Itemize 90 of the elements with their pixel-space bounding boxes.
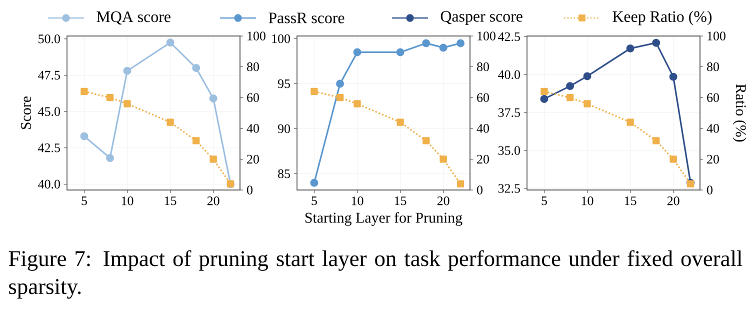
- x-tick-label: 10: [582, 196, 594, 206]
- point: [354, 100, 361, 108]
- y2-tick-label: 20: [477, 154, 489, 164]
- x-tick-label: 10: [352, 196, 364, 206]
- y-tick-label: 40.0: [498, 70, 520, 80]
- point: [336, 94, 344, 102]
- legend-label: Keep Ratio (%): [612, 10, 712, 26]
- y2-tick-label: 20: [247, 154, 259, 164]
- x-tick-label: 5: [312, 196, 317, 206]
- point: [310, 178, 318, 187]
- y2-tick-label: 0: [477, 186, 482, 194]
- point: [669, 72, 678, 81]
- y2-axis-title: Ratio (%): [732, 84, 746, 142]
- y-tick-label: 100: [272, 34, 290, 44]
- y-tick-label: 50.0: [38, 34, 60, 44]
- point: [670, 156, 677, 163]
- point: [123, 66, 132, 75]
- x-tick-label: 10: [122, 196, 134, 206]
- point: [422, 39, 430, 48]
- point: [80, 132, 88, 140]
- y2-tick-label: 80: [707, 62, 719, 72]
- legend-label: MQA score: [96, 11, 170, 25]
- point: [192, 137, 200, 144]
- x-tick-label: 15: [394, 196, 406, 206]
- point: [396, 118, 404, 126]
- point: [336, 80, 344, 88]
- y2-tick-label: 20: [707, 154, 719, 164]
- point: [439, 44, 448, 52]
- y-tick-label: 90: [278, 124, 290, 134]
- point: [540, 94, 548, 103]
- y-tick-label: 45.0: [38, 107, 60, 116]
- x-tick-label: 5: [542, 196, 547, 206]
- y-tick-label: 35.0: [498, 146, 520, 155]
- y-tick-label: 40.0: [38, 180, 60, 189]
- point: [583, 72, 592, 80]
- point: [456, 180, 464, 188]
- point: [192, 64, 200, 72]
- y2-tick-label: 60: [247, 93, 259, 102]
- y-axis-title: Score: [20, 96, 31, 130]
- y2-tick-label: 0: [707, 186, 712, 194]
- y2-tick-label: 0: [247, 186, 252, 194]
- y2-tick-label: 40: [246, 124, 259, 133]
- point: [626, 118, 634, 126]
- x-axis-title: Starting Layer for Pruning: [305, 212, 462, 226]
- y-tick-label: 37.5: [498, 108, 520, 118]
- point: [166, 118, 174, 126]
- point: [106, 94, 114, 102]
- point: [440, 156, 447, 163]
- y2-tick-label: 60: [707, 93, 719, 102]
- point: [166, 38, 174, 47]
- point: [584, 100, 591, 108]
- y2-tick-label: 40: [706, 124, 719, 133]
- point: [626, 44, 634, 52]
- x-tick-label: 20: [667, 196, 680, 206]
- y2-tick-label: 80: [477, 62, 489, 72]
- y2-tick-label: 100: [478, 32, 496, 40]
- x-tick-label: 20: [437, 196, 450, 206]
- x-tick-label: 5: [82, 196, 87, 206]
- point: [124, 100, 131, 108]
- y2-tick-label: 100: [708, 32, 726, 40]
- legend-label: PassR score: [268, 12, 344, 24]
- point: [422, 137, 430, 144]
- y2-tick-label: 40: [476, 124, 489, 133]
- y2-tick-label: 80: [247, 62, 259, 72]
- x-tick-label: 15: [164, 196, 176, 206]
- point: [396, 48, 404, 56]
- y-tick-label: 95: [278, 79, 290, 88]
- caption: Figure 7: Impact of pruning start layer on task performance under fixed overall sparsity.: [8, 250, 742, 299]
- point: [652, 137, 660, 144]
- point: [310, 88, 318, 96]
- point: [209, 94, 218, 102]
- point: [566, 94, 574, 102]
- point: [106, 154, 114, 162]
- point: [540, 88, 548, 96]
- x-tick-label: 15: [624, 196, 636, 206]
- point: [652, 38, 660, 47]
- y2-tick-label: 100: [248, 32, 266, 40]
- legend-label: Qasper score: [440, 11, 522, 25]
- y-tick-label: 85: [278, 169, 290, 178]
- point: [566, 82, 574, 90]
- y-tick-label: 47.5: [38, 70, 60, 80]
- y2-tick-label: 60: [477, 93, 489, 102]
- x-tick-label: 20: [207, 196, 220, 206]
- point: [456, 39, 465, 48]
- y-tick-label: 42.5: [498, 32, 520, 42]
- y-tick-label: 32.5: [498, 184, 520, 193]
- point: [210, 156, 217, 163]
- y-tick-label: 42.5: [38, 143, 60, 152]
- point: [80, 88, 88, 96]
- point: [353, 48, 362, 56]
